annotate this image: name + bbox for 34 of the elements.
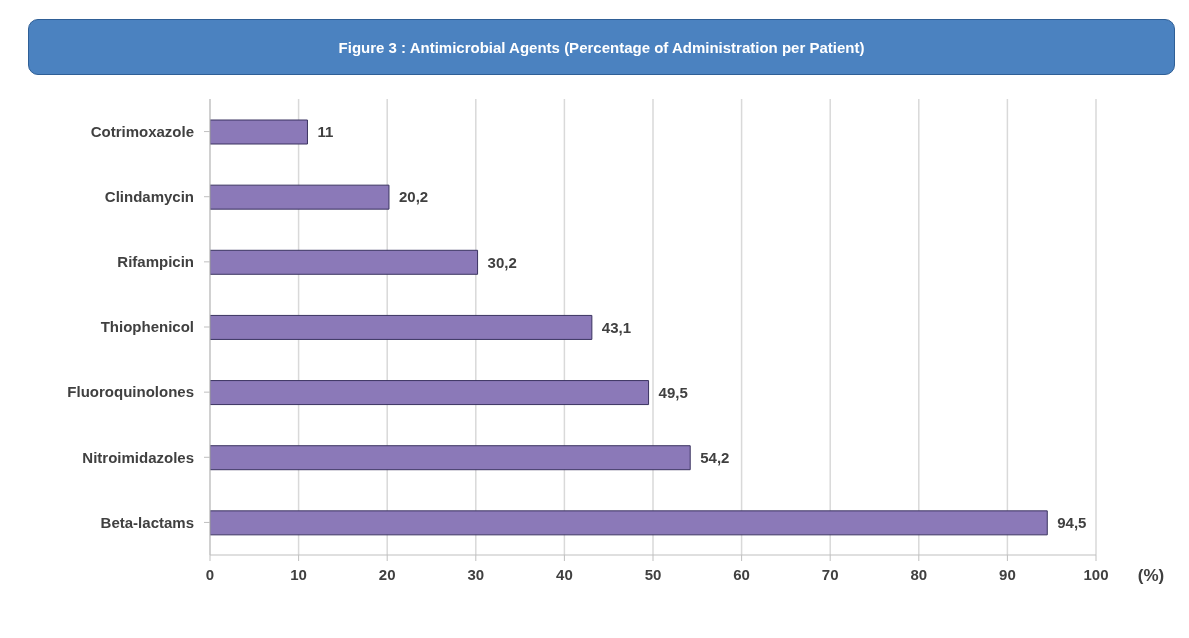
x-tick-label: 0 <box>205 565 215 583</box>
x-tick-label: 100 <box>1083 565 1109 583</box>
y-tick-label: Thiophenicol <box>100 318 194 336</box>
x-axis-title: (%) <box>1137 566 1165 585</box>
data-label: 54,2 <box>700 449 730 467</box>
bar <box>210 314 593 340</box>
x-tick-label: 60 <box>733 565 750 583</box>
x-tick-label: 40 <box>556 565 573 583</box>
bar <box>210 184 390 210</box>
data-label: 11 <box>317 123 334 141</box>
y-tick-label: Clindamycin <box>104 188 194 206</box>
y-tick-label: Fluoroquinolones <box>67 383 194 401</box>
x-tick-label: 30 <box>467 565 485 583</box>
y-tick-label: Nitroimidazoles <box>82 448 194 466</box>
y-tick-label: Beta-lactams <box>100 513 194 531</box>
bar <box>210 249 479 275</box>
x-tick-label: 10 <box>290 565 307 583</box>
x-tick-label: 90 <box>999 565 1016 583</box>
data-label: 30,2 <box>487 253 517 271</box>
x-tick-label: 20 <box>378 565 396 583</box>
x-tick-label: 50 <box>644 565 662 583</box>
data-label: 43,1 <box>601 318 632 336</box>
x-tick-label: 80 <box>910 565 928 583</box>
data-label: 94,5 <box>1057 514 1087 532</box>
bar <box>210 380 650 406</box>
y-tick-label: Cotrimoxazole <box>90 122 194 140</box>
y-tick-label: Rifampicin <box>117 253 194 271</box>
x-tick-label: 70 <box>821 565 839 583</box>
chart-title: Figure 3 : Antimicrobial Agents (Percentage of Administration per Patient) <box>28 19 1175 75</box>
data-label: 20,2 <box>398 188 429 206</box>
bar <box>210 445 691 471</box>
data-label: 49,5 <box>658 383 688 401</box>
bar <box>210 119 308 145</box>
bar <box>210 510 1048 536</box>
